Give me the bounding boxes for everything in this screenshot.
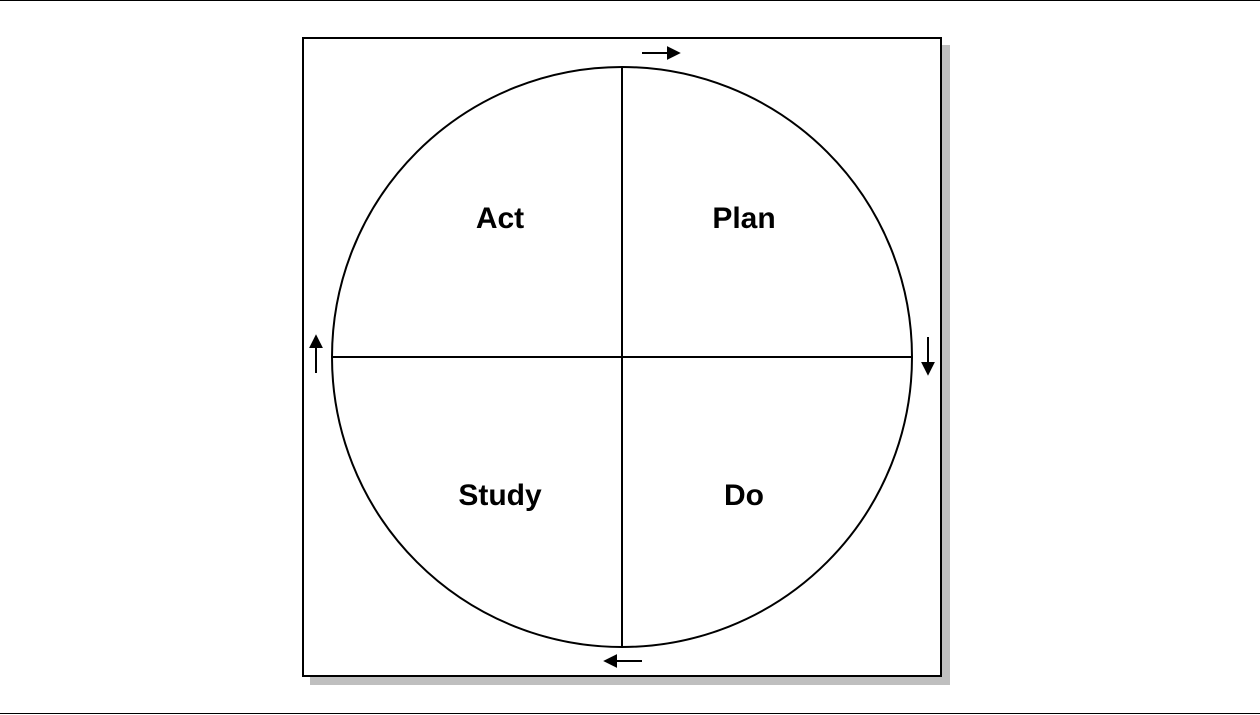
quadrant-label-act: Act <box>476 202 524 236</box>
page-frame: Act Plan Study Do <box>0 0 1260 714</box>
quadrant-label-do: Do <box>724 479 764 513</box>
quadrant-label-plan: Plan <box>712 202 775 236</box>
pdsa-diagram-svg <box>0 1 1260 715</box>
quadrant-label-study: Study <box>458 479 541 513</box>
